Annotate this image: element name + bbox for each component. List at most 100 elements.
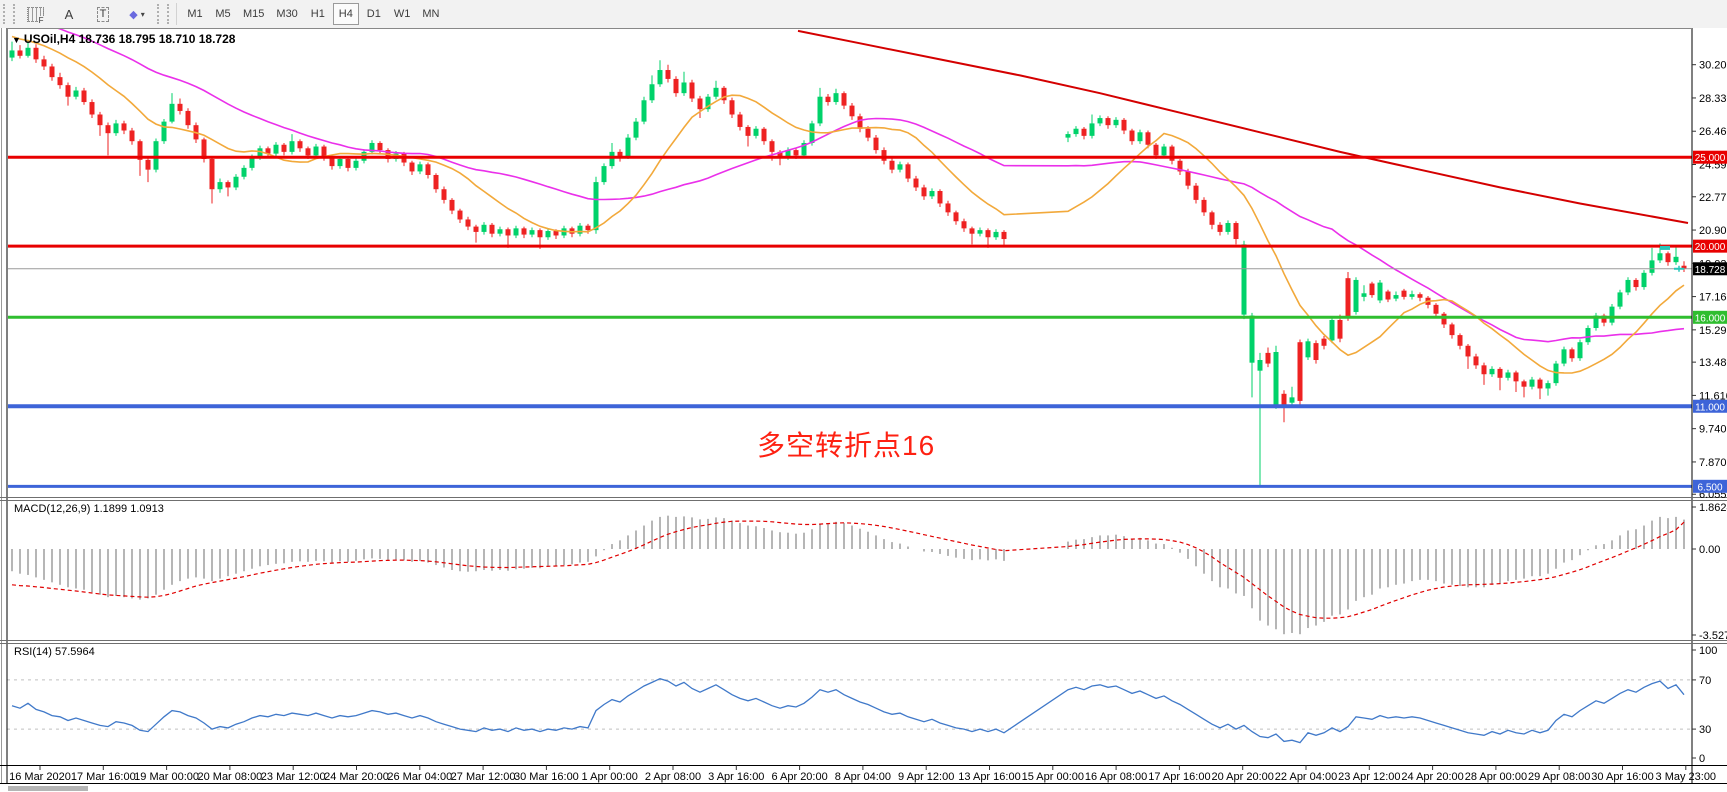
axis-label: 17 Mar 16:00 bbox=[71, 771, 136, 783]
candle-body bbox=[1537, 379, 1543, 389]
candle-body bbox=[1481, 365, 1487, 375]
timeframe-button-M15[interactable]: M15 bbox=[238, 3, 269, 25]
candle-body bbox=[1449, 324, 1455, 336]
timeframe-button-D1[interactable]: D1 bbox=[361, 3, 387, 25]
axis-label: 30.200 bbox=[1699, 60, 1727, 72]
horizontal-scrollbar bbox=[0, 783, 1727, 792]
candle-body bbox=[353, 160, 359, 168]
candle-body bbox=[593, 182, 599, 231]
candle-body bbox=[1593, 315, 1599, 328]
candle-body bbox=[417, 164, 423, 172]
axis-label: 20.000 bbox=[1695, 242, 1726, 253]
candle-body bbox=[609, 151, 615, 167]
candle-body bbox=[849, 105, 855, 117]
candle-body bbox=[953, 212, 959, 222]
axis-label: 24 Apr 20:00 bbox=[1401, 771, 1463, 783]
price-badge bbox=[1693, 479, 1727, 493]
chart-dropdown-icon[interactable]: ▼ bbox=[12, 35, 21, 45]
scrollbar-thumb[interactable] bbox=[8, 786, 88, 791]
shapes-icon[interactable]: ◆ ▾ bbox=[129, 8, 145, 21]
text-label-icon[interactable]: T bbox=[87, 2, 119, 26]
chart-canvas[interactable]: 30.20028.33026.46024.59022.77520.90519.0… bbox=[0, 28, 1727, 792]
axis-label: 30 Apr 16:00 bbox=[1591, 771, 1653, 783]
candle-body bbox=[1089, 123, 1095, 136]
candle-body bbox=[1169, 146, 1175, 161]
candle-body bbox=[433, 174, 439, 190]
candle-body bbox=[785, 150, 791, 158]
candle-body bbox=[625, 137, 631, 158]
timeframe-button-M30[interactable]: M30 bbox=[271, 3, 302, 25]
toolbar-grip[interactable] bbox=[3, 4, 15, 24]
axis-label: 30 bbox=[1699, 724, 1711, 736]
timeframe-button-M5[interactable]: M5 bbox=[210, 3, 236, 25]
candle-body bbox=[545, 231, 551, 238]
candle-body bbox=[57, 77, 63, 86]
candle-body bbox=[1249, 315, 1255, 363]
candle-body bbox=[537, 230, 543, 238]
candle-body bbox=[1161, 146, 1167, 156]
candle-body bbox=[97, 114, 103, 126]
candle-body bbox=[1097, 118, 1103, 124]
candle-body bbox=[513, 228, 519, 236]
candle-body bbox=[409, 162, 415, 172]
macd-main-value: 1.1899 bbox=[93, 503, 128, 515]
axis-label: 24 Mar 20:00 bbox=[324, 771, 389, 783]
rsi-line bbox=[11, 678, 1685, 744]
axis-label: 20.905 bbox=[1699, 225, 1727, 237]
candle-body bbox=[425, 164, 431, 175]
candle-body bbox=[1649, 260, 1655, 273]
candle-body bbox=[1337, 319, 1343, 339]
timeframe-button-H1[interactable]: H1 bbox=[305, 3, 331, 25]
candle-body bbox=[1473, 356, 1479, 366]
candle-body bbox=[457, 210, 463, 220]
timeframe-button-W1[interactable]: W1 bbox=[389, 3, 416, 25]
cursor-a-icon[interactable]: A bbox=[64, 6, 74, 22]
candle-body bbox=[1153, 144, 1159, 156]
axis-label: 7.870 bbox=[1699, 457, 1727, 469]
candle-body bbox=[121, 123, 127, 131]
chevron-down-icon: ▾ bbox=[140, 9, 145, 19]
timeframe-button-H4[interactable]: H4 bbox=[332, 3, 359, 25]
candle-body bbox=[65, 85, 71, 97]
axis-label: 19 Mar 00:00 bbox=[134, 771, 199, 783]
candle-body bbox=[313, 146, 319, 156]
toolbar-grip-2[interactable] bbox=[157, 4, 169, 24]
candle-body bbox=[1681, 265, 1687, 269]
candle-body bbox=[577, 225, 583, 234]
candle-body bbox=[553, 231, 559, 236]
candle-body bbox=[897, 164, 903, 170]
axis-label: 11.000 bbox=[1695, 402, 1725, 413]
timeframe-button-M1[interactable]: M1 bbox=[182, 3, 208, 25]
indicator-grid-icon[interactable]: F bbox=[19, 2, 51, 26]
candle-body bbox=[737, 114, 743, 127]
candle-body bbox=[769, 141, 775, 152]
candle-body bbox=[161, 121, 167, 142]
candle-body bbox=[745, 126, 751, 136]
candle-body bbox=[721, 87, 727, 101]
candle-body bbox=[1393, 295, 1399, 299]
candle-body bbox=[1065, 134, 1071, 138]
candle-body bbox=[1457, 335, 1463, 346]
candle-body bbox=[705, 96, 711, 110]
candle-body bbox=[33, 47, 39, 60]
candle-body bbox=[265, 148, 271, 154]
candle-body bbox=[281, 144, 287, 152]
axis-label: 1.8624 bbox=[1699, 502, 1727, 514]
axis-label: 100 bbox=[1699, 645, 1717, 657]
axis-label: 20 Apr 20:00 bbox=[1212, 771, 1274, 783]
timeframe-button-MN[interactable]: MN bbox=[417, 3, 444, 25]
candle-body bbox=[1385, 291, 1391, 300]
axis-label: 23 Mar 12:00 bbox=[261, 771, 326, 783]
candle-body bbox=[1561, 349, 1567, 364]
candle-body bbox=[585, 225, 591, 231]
candle-body bbox=[1297, 342, 1303, 401]
candle-body bbox=[1329, 319, 1335, 341]
candle-body bbox=[25, 47, 31, 56]
candle-body bbox=[1321, 338, 1327, 346]
candle-body bbox=[665, 70, 671, 79]
chart-window: 30.20028.33026.46024.59022.77520.90519.0… bbox=[0, 28, 1727, 792]
axis-label: 6.500 bbox=[1697, 482, 1722, 493]
axis-label: 8 Apr 04:00 bbox=[835, 771, 891, 783]
axis-label: 9 Apr 12:00 bbox=[898, 771, 954, 783]
axis-label: 13.480 bbox=[1699, 357, 1727, 369]
